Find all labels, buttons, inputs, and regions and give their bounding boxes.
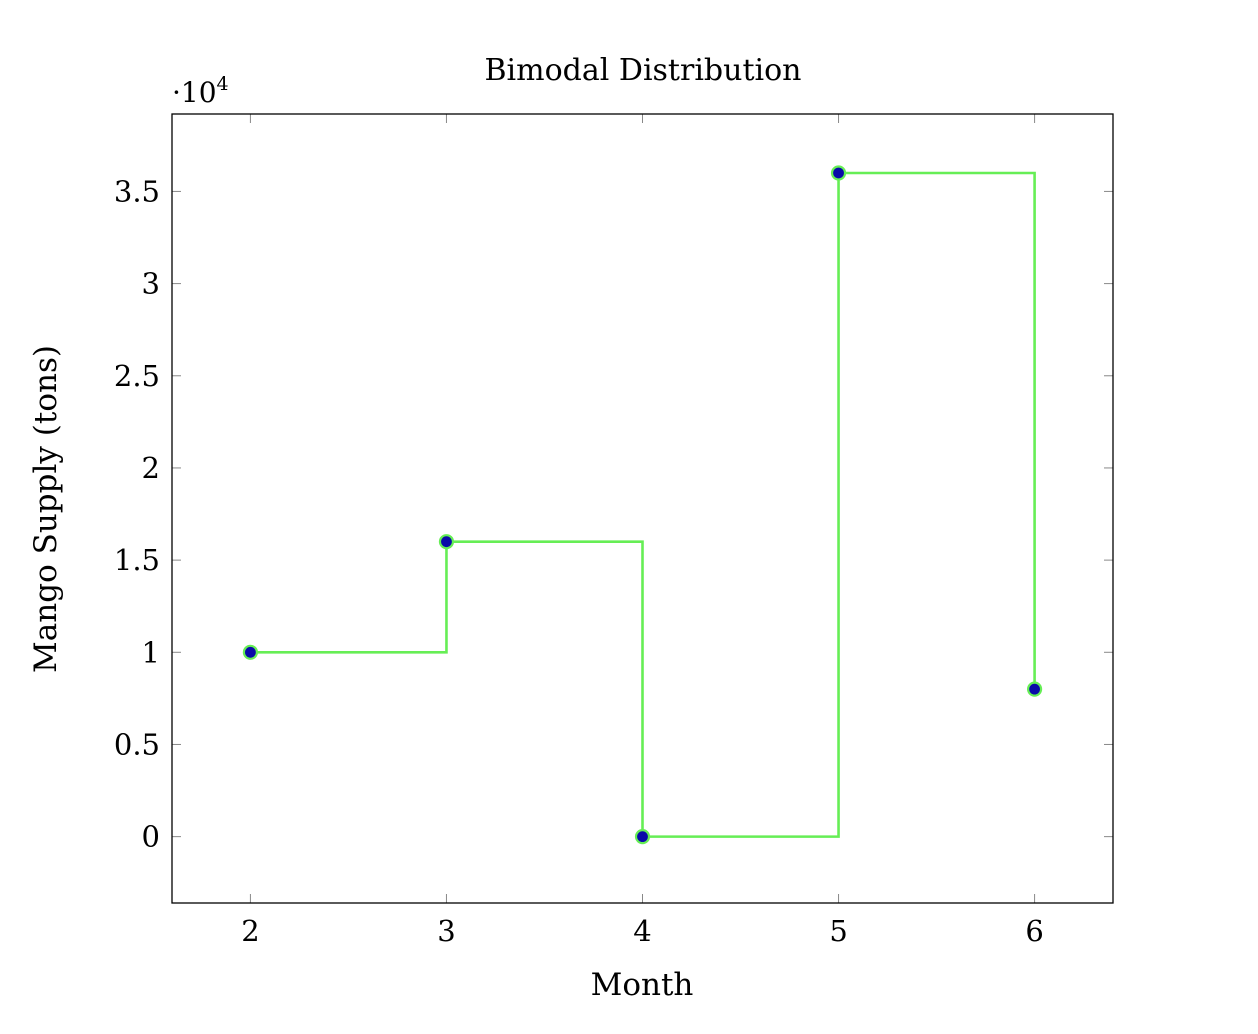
y-tick-label: 0 (142, 820, 160, 854)
x-axis-label: Month (591, 967, 694, 1003)
series-layer (242, 165, 1043, 845)
x-tick-label: 6 (1025, 914, 1043, 948)
data-point (1026, 681, 1043, 697)
data-point (438, 534, 455, 550)
y-scale-exponent: 4 (217, 73, 229, 95)
y-tick-label: 3 (142, 267, 160, 301)
y-tick-label: 1 (142, 635, 160, 669)
data-point (830, 165, 847, 181)
tick-layer: 2 3 4 5 6 0 0.5 1 1.5 2 2.5 3 3.5 (114, 114, 1113, 948)
chart-title: Bimodal Distribution (485, 53, 802, 88)
y-tick-label: 2 (142, 451, 160, 485)
y-axis-label: Mango Supply (tons) (28, 345, 64, 673)
y-scale-base: ·10 (172, 76, 217, 109)
data-point (634, 829, 651, 845)
y-tick-label: 2.5 (114, 359, 160, 393)
series-step-line (250, 171, 1036, 838)
y-tick-label: 1.5 (114, 543, 160, 577)
x-tick-label: 3 (437, 914, 455, 948)
x-tick-label: 2 (241, 914, 259, 948)
data-point (242, 644, 259, 660)
plot-frame (171, 113, 1114, 904)
x-tick-label: 4 (633, 914, 651, 948)
y-tick-label: 3.5 (114, 174, 160, 208)
x-tick-label: 5 (829, 914, 847, 948)
y-tick-label: 0.5 (114, 727, 160, 761)
y-scale-label: ·104 (172, 73, 229, 109)
